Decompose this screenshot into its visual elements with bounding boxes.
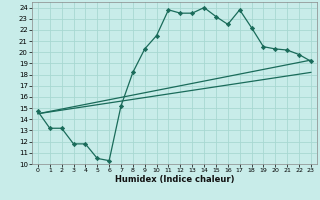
X-axis label: Humidex (Indice chaleur): Humidex (Indice chaleur) xyxy=(115,175,234,184)
